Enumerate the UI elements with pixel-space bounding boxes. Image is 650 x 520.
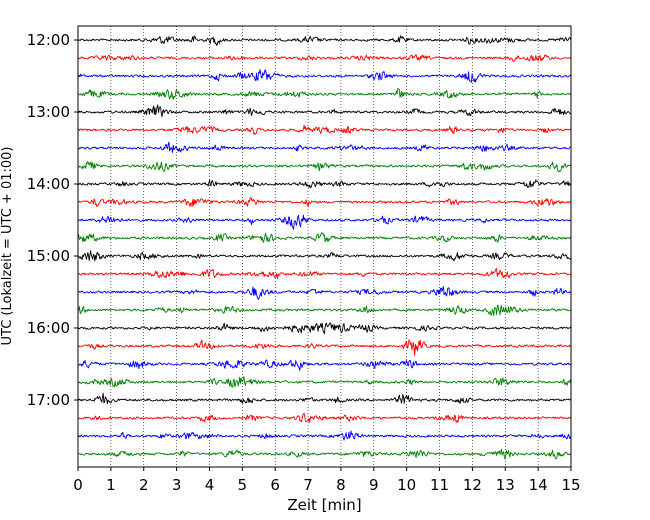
trace-1300: [77, 104, 571, 118]
trace-1245: [77, 87, 572, 100]
trace-1315: [77, 124, 572, 135]
x-tick-label: 14: [529, 476, 548, 494]
y-tick-label: 15:00: [27, 247, 70, 265]
trace-1500: [77, 250, 572, 262]
trace-1745: [77, 448, 571, 460]
x-tick-label: 10: [397, 476, 416, 494]
grid-lines: [110, 26, 539, 467]
trace-1645: [77, 376, 572, 388]
x-tick-label: 12: [463, 476, 482, 494]
trace-1700: [77, 392, 572, 405]
y-tick-label: 17:00: [27, 391, 70, 409]
trace-1630: [77, 359, 571, 371]
x-tick-label: 11: [430, 476, 449, 494]
trace-1400: [77, 179, 572, 189]
y-axis: 12:00 13:00 14:00 15:00 16:00 17:00: [27, 31, 78, 409]
y-tick-label: 16:00: [27, 319, 70, 337]
x-tick-label: 6: [270, 476, 280, 494]
x-tick-label: 15: [561, 476, 580, 494]
trace-1715: [77, 412, 572, 423]
trace-1215: [77, 54, 572, 63]
x-tick-label: 3: [172, 476, 182, 494]
x-axis-label: Zeit [min]: [287, 496, 361, 514]
trace-1230: [77, 69, 572, 83]
y-tick-label: 14:00: [27, 175, 70, 193]
x-tick-label: 5: [238, 476, 248, 494]
trace-1200: [77, 35, 572, 46]
y-tick-label: 13:00: [27, 103, 70, 121]
trace-1345: [77, 161, 572, 173]
x-tick-label: 13: [496, 476, 515, 494]
x-tick-label: 1: [106, 476, 116, 494]
trace-1445: [77, 232, 572, 243]
x-tick-label: 2: [139, 476, 149, 494]
y-tick-label: 12:00: [27, 31, 70, 49]
seismic-traces: [77, 35, 572, 460]
trace-1415: [77, 196, 572, 208]
trace-1515: [77, 268, 572, 280]
x-axis: 0 1 2 3 4 5 6 7 8 9 10 11 12 13 14 15: [73, 467, 581, 494]
x-tick-label: 9: [369, 476, 379, 494]
trace-1330: [77, 141, 571, 153]
plot-frame: [77, 25, 572, 468]
x-tick-label: 7: [303, 476, 313, 494]
x-tick-label: 8: [336, 476, 346, 494]
y-axis-label: UTC (Lokalzeit = UTC + 01:00): [0, 147, 15, 346]
x-tick-label: 0: [73, 476, 83, 494]
trace-1730: [77, 430, 572, 441]
trace-1545: [77, 304, 572, 316]
trace-1430: [77, 214, 571, 230]
trace-1615: [77, 339, 572, 356]
x-tick-label: 4: [205, 476, 215, 494]
trace-1600: [77, 322, 572, 335]
trace-1530: [77, 286, 571, 300]
